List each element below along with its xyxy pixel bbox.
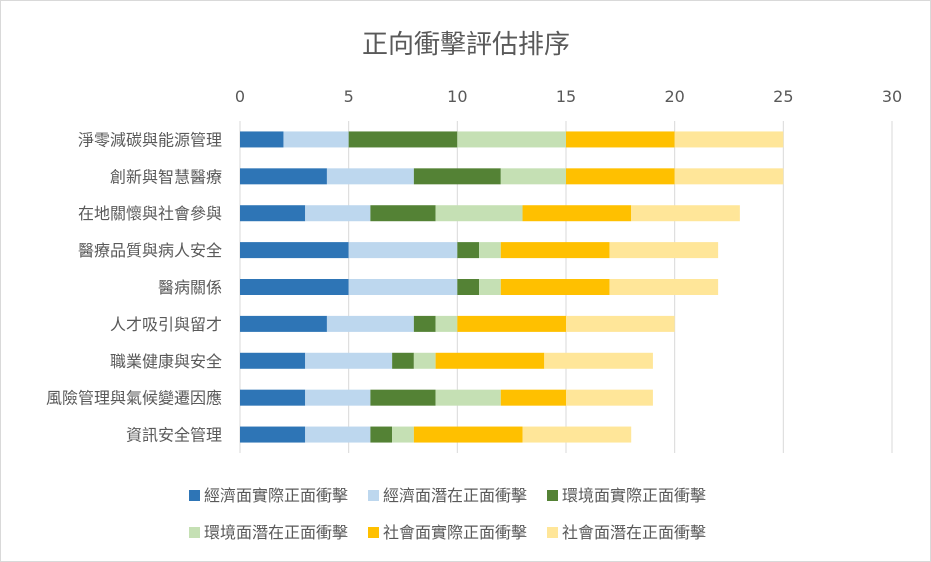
- bar-segment: [348, 242, 458, 259]
- category-label: 資訊安全管理: [126, 426, 222, 445]
- x-tick-label: 0: [235, 87, 245, 106]
- legend-label: 環境面實際正面衝擊: [562, 486, 706, 505]
- bar-segment: [413, 315, 436, 332]
- chart-title: 正向衝擊評估排序: [362, 30, 570, 60]
- legend-label: 社會面實際正面衝擊: [383, 523, 527, 542]
- bars: [240, 131, 784, 443]
- bar-segment: [240, 279, 349, 295]
- x-tick-label: 25: [773, 87, 793, 106]
- x-tick-label: 5: [344, 87, 354, 106]
- category-label: 在地關懷與社會參與: [78, 204, 222, 223]
- bar-segment: [566, 315, 675, 332]
- bar-segment: [435, 389, 501, 406]
- legend-label: 環境面潛在正面衝擊: [204, 523, 348, 542]
- legend-swatch: [368, 490, 379, 501]
- legend-swatch: [189, 490, 200, 501]
- bar-segment: [326, 168, 414, 185]
- bar-segment: [240, 131, 284, 148]
- bar-segment: [479, 279, 501, 295]
- x-tick-label: 20: [664, 87, 684, 106]
- bar-segment: [566, 131, 675, 148]
- legend-swatch: [368, 527, 379, 538]
- category-label: 醫療品質與病人安全: [78, 241, 222, 260]
- bar-segment: [326, 315, 414, 332]
- bar-segment: [283, 131, 349, 148]
- legend-swatch: [547, 490, 558, 501]
- bar-segment: [566, 389, 653, 406]
- legend-swatch: [547, 527, 558, 538]
- legend-label: 經濟面潛在正面衝擊: [383, 486, 527, 505]
- legend-label: 經濟面實際正面衝擊: [204, 486, 348, 505]
- bar-segment: [609, 242, 719, 259]
- bar-segment: [609, 279, 719, 295]
- bar-segment: [457, 315, 566, 332]
- bar-segment: [674, 131, 784, 148]
- bar-segment: [435, 315, 458, 332]
- bar-segment: [240, 352, 306, 369]
- legend-swatch: [189, 527, 200, 538]
- bar-segment: [305, 426, 371, 443]
- bar-segment: [435, 352, 545, 369]
- x-tick-label: 30: [882, 87, 902, 106]
- bar-segment: [566, 168, 675, 185]
- bar-segment: [457, 242, 480, 259]
- bar-segment: [500, 279, 610, 295]
- bar-segment: [479, 242, 501, 259]
- bar-segment: [674, 168, 784, 185]
- bar-segment: [305, 205, 371, 222]
- bar-segment: [457, 279, 480, 295]
- x-axis-ticks: 0 5 10 15 20 25 30: [235, 87, 902, 106]
- bar-segment: [240, 426, 306, 443]
- category-label: 淨零減碳與能源管理: [78, 130, 222, 149]
- bar-segment: [500, 242, 610, 259]
- bar-segment: [370, 389, 436, 406]
- x-tick-label: 15: [556, 87, 576, 106]
- category-label: 風險管理與氣候變遷因應: [46, 389, 222, 408]
- bar-segment: [240, 242, 349, 259]
- bar-segment: [305, 389, 371, 406]
- bar-segment: [240, 205, 306, 222]
- category-label: 創新與智慧醫療: [110, 167, 222, 186]
- bar-segment: [457, 131, 566, 148]
- bar-segment: [522, 205, 632, 222]
- bar-segment: [348, 279, 458, 295]
- bar-segment: [370, 205, 436, 222]
- category-labels: 淨零減碳與能源管理創新與智慧醫療在地關懷與社會參與醫療品質與病人安全醫病關係人才…: [46, 130, 222, 444]
- bar-segment: [240, 389, 306, 406]
- bar-segment: [500, 389, 566, 406]
- bar-segment: [392, 426, 414, 443]
- bar-segment: [522, 426, 632, 443]
- category-label: 職業健康與安全: [110, 352, 222, 371]
- category-label: 醫病關係: [158, 278, 222, 297]
- bar-segment: [413, 168, 501, 185]
- bar-segment: [413, 352, 436, 369]
- bar-segment: [435, 205, 523, 222]
- bar-segment: [370, 426, 393, 443]
- bar-segment: [240, 315, 327, 332]
- bar-segment: [544, 352, 653, 369]
- bar-segment: [240, 168, 327, 185]
- bar-segment: [631, 205, 740, 222]
- category-label: 人才吸引與留才: [110, 315, 222, 334]
- x-tick-label: 10: [447, 87, 467, 106]
- bar-segment: [348, 131, 458, 148]
- legend-label: 社會面潛在正面衝擊: [562, 523, 706, 542]
- bar-segment: [500, 168, 566, 185]
- bar-segment: [392, 352, 414, 369]
- bar-segment: [305, 352, 393, 369]
- bar-segment: [413, 426, 523, 443]
